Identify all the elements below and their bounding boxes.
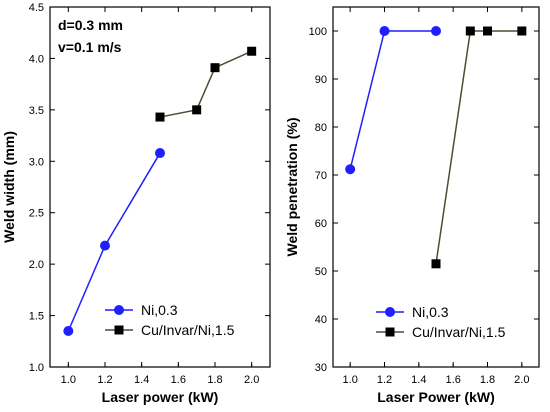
data-point-square (155, 112, 165, 122)
x-tick-label: 1.0 (61, 374, 76, 386)
y-tick-label: 40 (315, 314, 327, 326)
series-line-2 (159, 50, 252, 118)
y-tick-label: 4.5 (29, 2, 44, 14)
legend-marker-square (385, 327, 395, 337)
data-point-square (210, 63, 220, 73)
data-point-circle (431, 26, 441, 36)
plot-frame (49, 6, 271, 368)
legend: Ni,0.3 Cu/Invar/Ni,1.5 (105, 302, 235, 338)
y-tick-label: 4.0 (29, 53, 44, 65)
x-axis-title: Laser Power (kW) (377, 389, 494, 405)
y-axis-title: Weld width (mm) (1, 131, 17, 243)
y-tick-label: 2.0 (29, 259, 44, 271)
legend-label: Ni,0.3 (412, 304, 449, 320)
data-point-square (517, 26, 527, 36)
y-tick-label: 100 (309, 26, 327, 38)
y-tick-label: 1.0 (29, 362, 44, 374)
legend-marker-circle (385, 307, 395, 317)
y-tick-label: 2.5 (29, 208, 44, 220)
x-tick-label: 1.4 (411, 374, 426, 386)
y-tick-label: 50 (315, 266, 327, 278)
x-tick-label: 1.4 (134, 374, 149, 386)
legend-label: Ni,0.3 (141, 302, 178, 318)
y-tick-label: 3.0 (29, 156, 44, 168)
data-point-circle (100, 240, 110, 251)
x-tick-label: 1.2 (97, 374, 112, 386)
x-tick-label: 1.6 (171, 374, 186, 386)
annotation-text: d=0.3 mm (58, 17, 123, 33)
data-point-circle (63, 326, 74, 336)
x-tick-label: 2.0 (514, 374, 529, 386)
data-point-circle (155, 148, 165, 159)
x-tick-label: 1.0 (343, 374, 358, 386)
series-line-1 (349, 30, 436, 170)
x-tick-label: 1.6 (446, 374, 461, 386)
x-tick-label: 1.2 (377, 374, 392, 386)
x-tick-label: 2.0 (244, 374, 259, 386)
legend-marker-square (114, 325, 124, 335)
y-tick-label: 90 (315, 74, 327, 86)
y-tick-label: 1.5 (29, 311, 44, 323)
plot-frame (332, 6, 540, 368)
y-tick-label: 30 (315, 362, 327, 374)
chart-left: 1.0 1.2 1.4 1.6 1.8 2.0 1.0 1.5 2.0 2.5 3.0 3.5 4.0 4… (1, 2, 271, 405)
legend-label: Cu/Invar/Ni,1.5 (141, 322, 235, 338)
y-tick-label: 60 (315, 218, 327, 230)
y-axis-title: Weld penetration (%) (284, 118, 300, 257)
data-point-square (431, 259, 441, 269)
data-point-square (483, 26, 492, 36)
legend-marker-circle (114, 305, 124, 315)
legend: Ni,0.3 Cu/Invar/Ni,1.5 (376, 304, 506, 340)
x-axis-title: Laser power (kW) (102, 389, 219, 405)
annotation-text: v=0.1 m/s (58, 39, 122, 55)
data-point-square (465, 26, 475, 36)
y-tick-label: 3.5 (29, 105, 44, 117)
x-tick-label: 1.8 (207, 374, 222, 386)
data-point-square (192, 105, 202, 115)
legend-label: Cu/Invar/Ni,1.5 (412, 324, 506, 340)
chart-right: 1.0 1.2 1.4 1.6 1.8 2.0 30 40 50 60 70 80 90 100 Laser… (284, 6, 540, 405)
y-tick-label: 70 (315, 170, 327, 182)
series-line-2 (435, 30, 522, 264)
data-point-circle (379, 26, 390, 36)
x-tick-label: 1.8 (480, 374, 495, 386)
y-tick-label: 80 (315, 122, 327, 134)
data-point-circle (345, 164, 356, 175)
data-point-square (247, 46, 257, 56)
